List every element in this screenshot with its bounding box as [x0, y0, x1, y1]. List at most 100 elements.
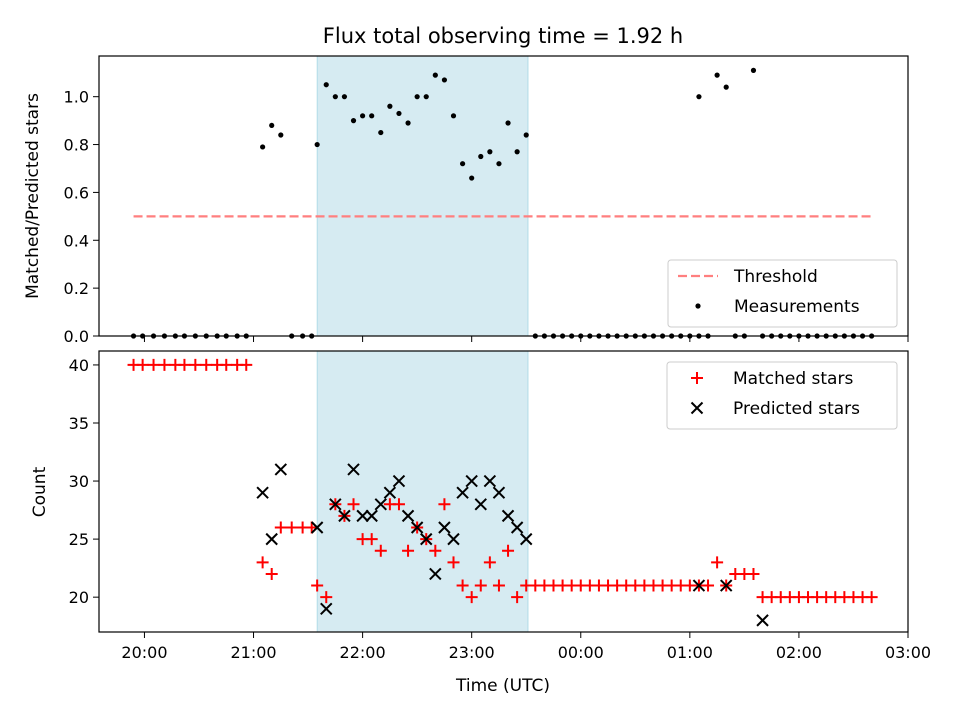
matched-star-point	[147, 358, 160, 371]
measurement-point	[314, 141, 320, 148]
matched-star-point	[274, 521, 287, 534]
predicted-star-point	[356, 509, 369, 523]
measurement-point	[396, 110, 402, 117]
predicted-star-point	[483, 474, 497, 488]
y-tick-label: 20	[69, 588, 89, 607]
y-tick-label: 40	[69, 356, 89, 375]
measurement-point	[432, 72, 438, 78]
legend-label: Matched stars	[733, 369, 853, 389]
measurement-point	[405, 120, 411, 126]
top-panel: 0.0 0.2 0.4 0.6 0.8 1.0 Matched/Predicted sta…	[23, 55, 909, 346]
predicted-star-point	[365, 509, 378, 523]
legend-measurement-swatch	[695, 303, 701, 309]
x-tick-label: 20:00	[121, 643, 167, 662]
matched-star-point	[502, 544, 515, 557]
measurement-point	[423, 94, 429, 100]
legend-predicted-swatch	[690, 401, 704, 415]
top-legend: Threshold Measurements	[667, 259, 898, 328]
measurement-point	[514, 149, 520, 155]
bottom-y-axis-label: Count	[30, 466, 50, 517]
matched-star-point	[474, 579, 487, 592]
predicted-star-point	[256, 486, 269, 499]
y-tick-label: 0.0	[64, 327, 89, 346]
measurement-point	[278, 132, 284, 138]
predicted-star-point	[456, 486, 469, 499]
y-tick-label: 0.8	[64, 136, 89, 155]
measurement-point	[496, 161, 502, 167]
x-tick-label: 01:00	[667, 643, 713, 662]
predicted-star-point	[310, 521, 324, 534]
legend-box	[667, 259, 898, 328]
predicted-star-point	[347, 463, 360, 476]
measurement-point	[469, 175, 475, 181]
measurement-point	[450, 113, 457, 119]
matched-star-point	[438, 498, 451, 511]
top-y-ticks: 0.0 0.2 0.4 0.6 0.8 1.0	[64, 88, 99, 346]
x-tick-label: 03:00	[885, 643, 931, 662]
legend-label: Threshold	[733, 267, 818, 287]
measurement-point	[714, 72, 720, 78]
x-axis-label: Time (UTC)	[455, 676, 550, 696]
predicted-star-point	[401, 509, 415, 523]
y-tick-label: 25	[69, 530, 89, 549]
matched-star-point	[220, 358, 233, 371]
matched-star-point	[511, 591, 524, 604]
top-axes-frame	[98, 55, 909, 337]
predicted-star-point	[420, 532, 433, 546]
matched-star-point	[392, 498, 405, 511]
matched-star-point	[365, 533, 378, 546]
predicted-star-point	[338, 509, 351, 523]
x-tick-label: 23:00	[449, 643, 495, 662]
predicted-star-point	[320, 602, 333, 615]
measurement-point	[378, 129, 384, 136]
y-tick-label: 35	[69, 414, 89, 433]
measurement-point	[269, 122, 275, 129]
bottom-highlight-span	[316, 350, 529, 633]
measurement-point	[332, 94, 338, 100]
matched-star-point	[429, 544, 442, 557]
predicted-star-point	[492, 486, 506, 499]
measurement-point	[487, 149, 493, 155]
bottom-panel: 20 25 30 35 40 20:00 21:00 22:00 23:00 00:00 01:0…	[30, 350, 931, 696]
matched-star-point	[347, 498, 360, 511]
predicted-star-point	[465, 474, 478, 488]
predicted-star-point	[719, 579, 733, 592]
y-tick-label: 0.4	[64, 231, 89, 250]
x-tick-label: 22:00	[340, 643, 386, 662]
x-tick-label: 00:00	[558, 643, 604, 662]
measurement-point	[696, 94, 702, 100]
matched-star-point	[285, 521, 298, 534]
measurement-point	[341, 94, 348, 100]
matched-star-point	[865, 591, 878, 604]
y-tick-label: 30	[69, 472, 89, 491]
top-highlight-span	[316, 55, 529, 337]
measurement-point	[723, 84, 729, 90]
matched-star-point	[320, 591, 333, 604]
predicted-star-point	[274, 463, 288, 476]
measurement-point	[387, 103, 393, 109]
matched-star-point	[465, 591, 478, 604]
matched-star-point	[240, 358, 253, 371]
legend-matched-swatch	[691, 372, 703, 384]
predicted-star-point	[265, 532, 278, 546]
matched-star-point	[311, 579, 324, 592]
predicted-star-point	[692, 579, 706, 592]
matched-star-point	[374, 544, 387, 557]
matched-star-point	[483, 556, 496, 569]
predicted-star-point	[429, 567, 442, 581]
predicted-star-point	[392, 474, 406, 488]
predicted-star-point	[520, 532, 533, 546]
y-tick-label: 1.0	[64, 88, 89, 107]
matched-star-point	[702, 579, 715, 592]
top-y-axis-label: Matched/Predicted stars	[23, 93, 43, 299]
matched-star-point	[747, 567, 760, 580]
matched-star-point	[178, 358, 191, 371]
legend-label: Predicted stars	[733, 399, 860, 419]
matched-star-point	[256, 556, 269, 569]
predicted-star-point	[501, 509, 515, 523]
x-tick-label: 21:00	[230, 643, 276, 662]
predicted-star-point	[438, 521, 451, 534]
measurement-point	[441, 77, 448, 83]
matched-star-point	[492, 579, 505, 592]
